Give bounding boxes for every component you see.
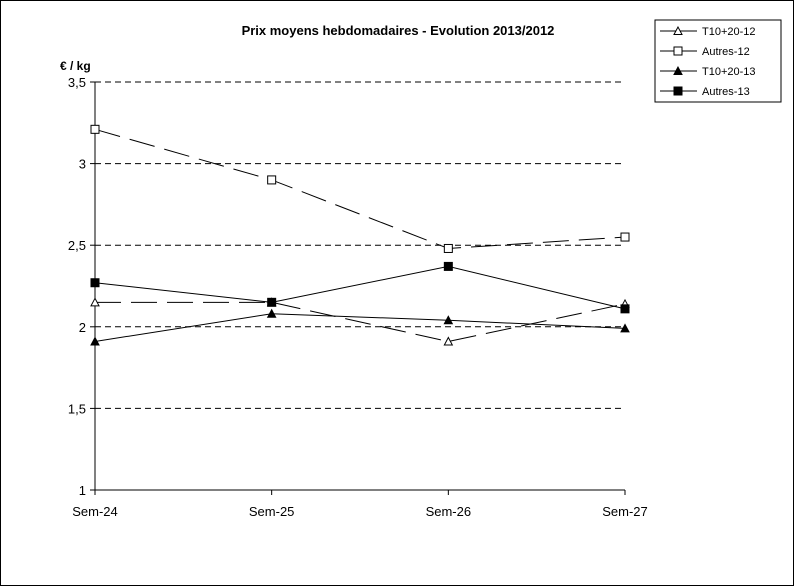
x-tick-label: Sem-27 bbox=[602, 504, 648, 519]
data-point bbox=[620, 232, 630, 242]
legend-marker bbox=[673, 25, 683, 35]
data-point bbox=[443, 315, 454, 325]
data-point bbox=[267, 175, 277, 185]
y-axis-label: € / kg bbox=[60, 59, 91, 73]
series-group bbox=[90, 124, 630, 346]
x-tick-label: Sem-26 bbox=[426, 504, 472, 519]
series-line bbox=[94, 265, 626, 310]
data-point bbox=[267, 297, 277, 307]
gridlines bbox=[95, 81, 625, 409]
legend: T10+20-12 Autres-12 T10+20-13 Autres-13 bbox=[654, 19, 782, 103]
axes: 1 1,5 2 2,5 3 3,5 Sem-24 Sem-25 Sem-26 Sem-27 bbox=[68, 75, 648, 519]
legend-marker bbox=[673, 65, 683, 75]
series-T10+20-13 bbox=[90, 308, 630, 346]
chart-title: Prix moyens hebdomadaires - Evolution 20… bbox=[242, 23, 555, 38]
y-tick-label: 2,5 bbox=[68, 238, 86, 253]
series-T10+20-12 bbox=[90, 297, 630, 346]
legend-marker bbox=[673, 46, 683, 56]
data-point bbox=[443, 261, 453, 271]
data-point bbox=[90, 278, 100, 288]
data-point bbox=[620, 304, 630, 314]
data-point bbox=[620, 323, 630, 333]
legend-label: T10+20-13 bbox=[702, 66, 756, 78]
y-tick-label: 3,5 bbox=[68, 75, 86, 90]
data-point bbox=[90, 336, 100, 346]
legend-entry: Autres-13 bbox=[660, 86, 750, 98]
series-line bbox=[95, 301, 626, 342]
y-tick-label: 2 bbox=[79, 320, 86, 335]
y-tick-label: 3 bbox=[79, 157, 86, 172]
x-tick-label: Sem-24 bbox=[72, 504, 118, 519]
x-tick-label: Sem-25 bbox=[249, 504, 295, 519]
legend-entry: Autres-12 bbox=[660, 46, 750, 58]
y-tick-label: 1 bbox=[79, 483, 86, 498]
series-Autres-13 bbox=[90, 261, 630, 314]
y-tick-label: 1,5 bbox=[68, 401, 86, 416]
legend-label: T10+20-12 bbox=[702, 26, 756, 38]
legend-entry: T10+20-12 bbox=[660, 25, 756, 38]
legend-marker bbox=[673, 86, 683, 96]
series-line bbox=[94, 128, 626, 249]
legend-label: Autres-13 bbox=[702, 86, 750, 98]
data-point bbox=[266, 308, 277, 318]
data-point bbox=[90, 124, 100, 134]
legend-label: Autres-12 bbox=[702, 46, 750, 58]
data-point bbox=[443, 243, 453, 253]
series-line bbox=[94, 313, 626, 342]
legend-entry: T10+20-13 bbox=[660, 65, 756, 78]
data-point bbox=[443, 336, 454, 346]
series-Autres-12 bbox=[90, 124, 630, 253]
data-point bbox=[90, 297, 100, 307]
